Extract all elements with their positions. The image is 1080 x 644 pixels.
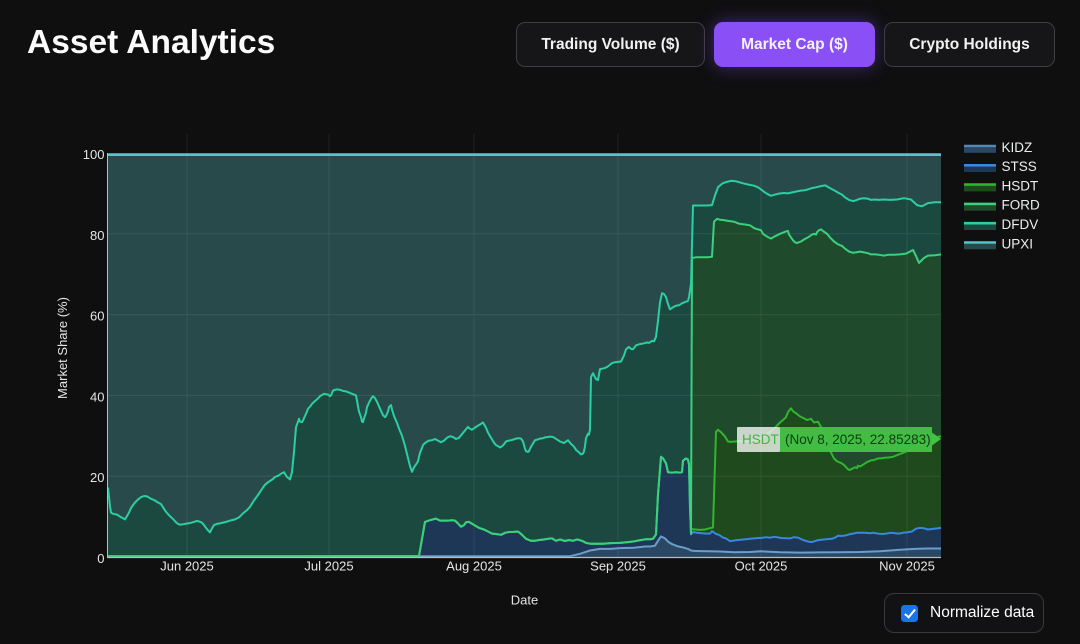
- svg-text:KIDZ: KIDZ: [1002, 140, 1033, 155]
- svg-text:60: 60: [90, 309, 104, 324]
- svg-text:STSS: STSS: [1002, 159, 1037, 174]
- svg-text:0: 0: [97, 551, 104, 566]
- svg-text:Market Share (%): Market Share (%): [55, 297, 70, 399]
- svg-text:FORD: FORD: [1002, 198, 1040, 213]
- svg-text:Jul 2025: Jul 2025: [304, 559, 353, 574]
- svg-text:20: 20: [90, 470, 104, 485]
- svg-text:Nov 2025: Nov 2025: [879, 559, 935, 574]
- svg-text:40: 40: [90, 389, 104, 404]
- svg-text:Date: Date: [511, 593, 538, 608]
- svg-text:Jun 2025: Jun 2025: [160, 559, 214, 574]
- svg-text:HSDT: HSDT: [1002, 178, 1039, 193]
- svg-text:100: 100: [83, 147, 105, 162]
- svg-text:HSDT: HSDT: [742, 432, 779, 447]
- svg-text:Aug 2025: Aug 2025: [446, 559, 502, 574]
- svg-text:(Nov 8, 2025, 22.85283): (Nov 8, 2025, 22.85283): [785, 432, 931, 447]
- svg-text:UPXI: UPXI: [1002, 236, 1034, 251]
- svg-text:DFDV: DFDV: [1002, 217, 1039, 232]
- svg-text:Sep 2025: Sep 2025: [590, 559, 646, 574]
- svg-text:Oct 2025: Oct 2025: [735, 559, 788, 574]
- svg-text:80: 80: [90, 228, 104, 243]
